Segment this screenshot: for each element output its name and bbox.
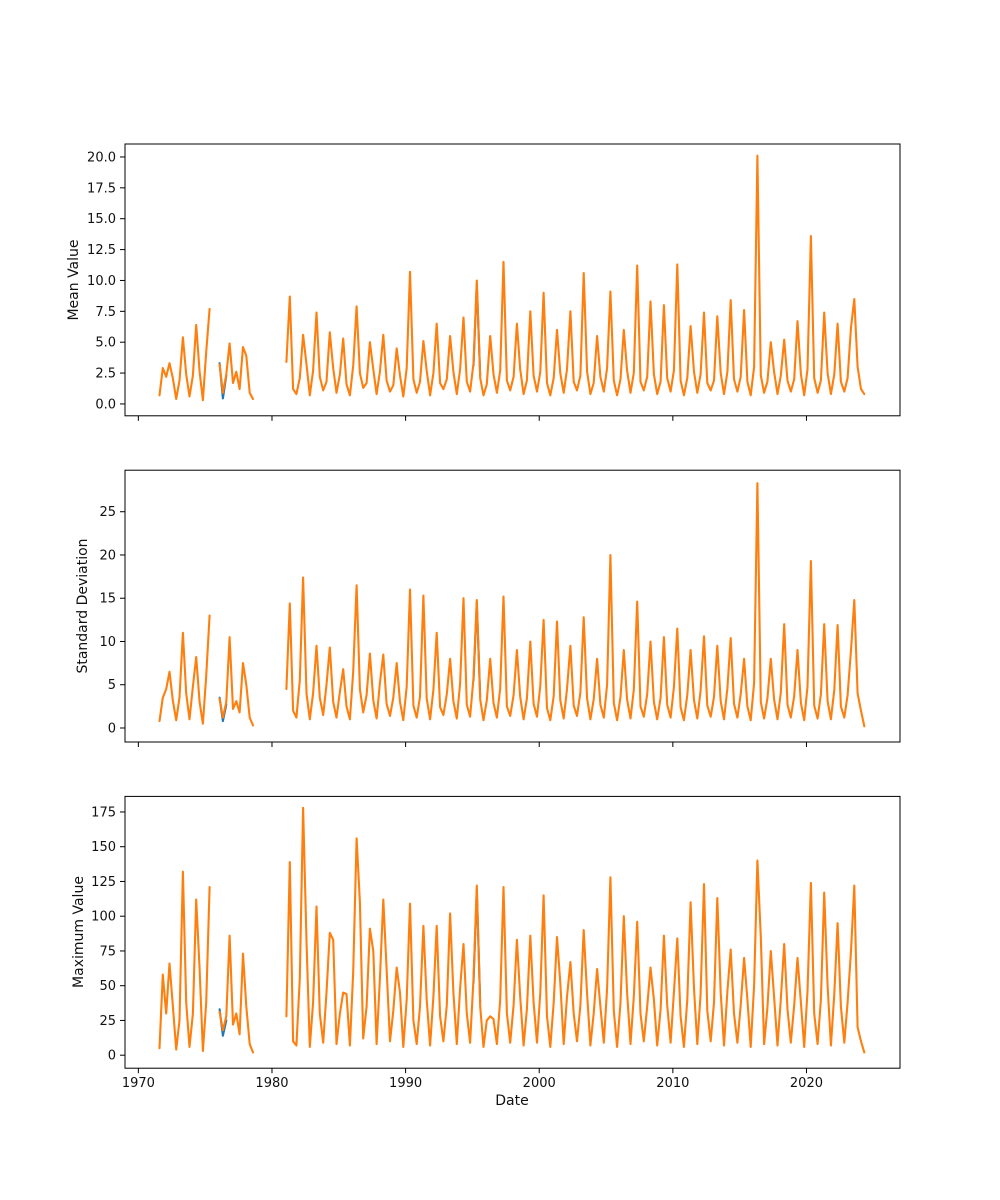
line-series-1-orange (218, 636, 255, 727)
y-tick-label: 75 (99, 944, 116, 959)
line-series-1-orange (158, 870, 211, 1053)
y-tick-label: 175 (91, 805, 116, 820)
y-tick-label: 150 (91, 840, 116, 855)
line-series-1-orange (158, 614, 211, 725)
y-tick-label: 125 (91, 875, 116, 890)
x-tick-label: 1990 (389, 1076, 422, 1091)
y-axis-label-mean-value: Mean Value (66, 239, 82, 321)
x-axis-label-date: Date (495, 1093, 529, 1109)
line-series-1-orange (285, 154, 866, 398)
y-tick-label: 100 (91, 910, 116, 925)
axes-frame-2 (124, 795, 901, 1069)
y-tick-label: 10.0 (87, 274, 116, 289)
x-tick-label: 2000 (523, 1076, 556, 1091)
axes-frame-0 (124, 143, 901, 417)
y-tick-label: 15 (99, 592, 116, 607)
y-tick-label: 0 (108, 1049, 116, 1064)
x-tick-label: 1970 (122, 1076, 155, 1091)
x-tick-label: 1980 (255, 1076, 288, 1091)
line-series-1-orange (218, 934, 255, 1054)
y-axis-label-standard-deviation: Standard Deviation (75, 538, 91, 674)
x-tick-label: 2010 (656, 1076, 689, 1091)
y-tick-label: 7.5 (95, 305, 116, 320)
y-tick-label: 20 (99, 548, 116, 563)
line-series-1-orange (158, 307, 211, 402)
y-tick-label: 15.0 (87, 212, 116, 227)
y-tick-label: 12.5 (87, 243, 116, 258)
y-tick-label: 25 (99, 505, 116, 520)
axes-frame-1 (124, 469, 901, 743)
y-tick-label: 50 (99, 979, 116, 994)
y-tick-label: 0 (108, 721, 116, 736)
y-tick-label: 5.0 (95, 336, 116, 351)
line-series-1-orange (285, 482, 866, 728)
y-axis-label-maximum-value: Maximum Value (71, 876, 87, 988)
y-tick-label: 17.5 (87, 181, 116, 196)
y-tick-label: 5 (108, 678, 116, 693)
y-tick-label: 20.0 (87, 150, 116, 165)
y-tick-label: 25 (99, 1014, 116, 1029)
y-tick-label: 0.0 (95, 397, 116, 412)
y-tick-label: 2.5 (95, 367, 116, 382)
y-tick-label: 10 (99, 635, 116, 650)
line-series-1-orange (218, 342, 255, 401)
x-tick-label: 2020 (790, 1076, 823, 1091)
line-series-1-orange (285, 806, 866, 1054)
